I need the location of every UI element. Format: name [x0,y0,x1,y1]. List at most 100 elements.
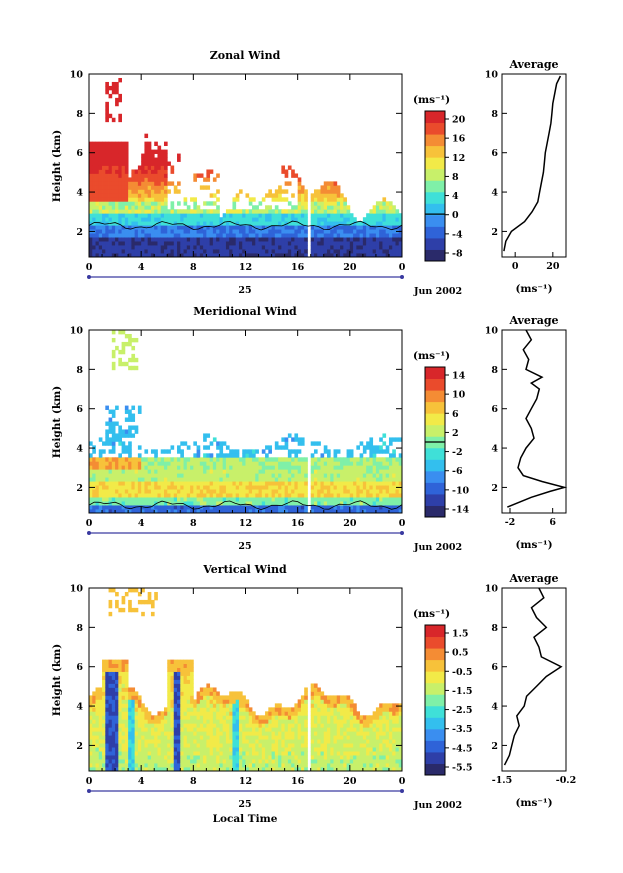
heatmap-cell [177,707,181,712]
heatmap-cell [313,245,318,250]
heatmap-cell [173,671,178,676]
heatmap-cell [118,739,122,744]
heatmap-cell [128,711,132,716]
heatmap-cell [111,153,116,158]
heatmap-cell [287,473,292,478]
heatmap-cell [212,723,217,728]
heatmap-cell [108,695,113,700]
heatmap-cell [134,501,139,506]
heatmap-cell [180,747,184,752]
heatmap-cell [242,473,246,478]
heatmap-cell [313,489,318,494]
heatmap-cell [225,747,230,752]
heatmap-cell [219,755,224,760]
heatmap-cell [147,141,152,147]
heatmap-cell [238,457,243,462]
heatmap-cell [95,735,100,740]
heatmap-cell [232,237,237,242]
heatmap-cell [92,197,96,202]
heatmap-cell [297,731,302,736]
heatmap-cell [141,205,145,210]
heatmap-cell [173,767,178,772]
heatmap-cell [163,469,168,474]
heatmap-cell [203,253,207,258]
heatmap-cell [102,485,106,490]
heatmap-cell [180,699,184,704]
heatmap-cell [274,245,279,250]
heatmap-cell [131,461,136,466]
heatmap-cell [115,763,119,768]
heatmap-cell [196,249,201,254]
heatmap-cell [199,481,204,486]
heatmap-cell [163,221,168,226]
heatmap-cell [199,173,204,178]
heatmap-cell [137,469,142,474]
heatmap-cell [206,465,211,470]
avg-x-tick-label: 6 [549,517,556,528]
heatmap-cell [242,225,246,230]
heatmap-cell [385,221,390,226]
heatmap-cell [398,233,403,238]
heatmap-cell [323,213,328,218]
heatmap-cell [160,711,165,716]
heatmap-cell [271,485,276,490]
heatmap-cell [160,767,165,772]
heatmap-cell [147,735,152,740]
heatmap-cell [98,233,103,238]
heatmap-cell [111,225,116,230]
heatmap-cell [212,707,217,712]
heatmap-cell [89,189,93,194]
heatmap-cell [252,481,256,486]
heatmap-cell [265,481,269,486]
heatmap-cell [92,489,96,494]
heatmap-cell [102,699,106,704]
heatmap-cell [209,505,214,510]
heatmap-cell [190,711,194,716]
heatmap-cell [124,173,129,178]
heatmap-cell [317,711,321,716]
heatmap-cell [190,489,194,494]
heatmap-cell [111,229,116,234]
heatmap-cell [180,481,184,486]
heatmap-cell [245,485,250,490]
heatmap-cell [102,449,106,454]
heatmap-cell [268,719,272,724]
heatmap-cell [284,241,289,246]
heatmap-cell [180,469,184,474]
heatmap-cell [203,213,207,218]
heatmap-cell [102,185,106,190]
heatmap-cell [310,695,315,700]
heatmap-cell [252,505,256,510]
heatmap-cell [304,763,308,768]
heatmap-cell [196,719,201,724]
heatmap-cell [111,699,116,704]
heatmap-cell [330,217,334,222]
heatmap-cell [206,755,211,760]
heatmap-cell [222,469,227,474]
heatmap-cell [196,449,201,454]
heatmap-cell [300,767,305,772]
heatmap-cell [229,739,233,744]
heatmap-cell [147,233,152,238]
heatmap-cell [147,751,152,756]
heatmap-cell [186,245,191,250]
heatmap-cell [131,703,136,708]
heatmap-cell [291,249,295,254]
heatmap-cell [327,469,331,474]
heatmap-cell [300,197,305,202]
heatmap-cell [229,465,233,470]
heatmap-cell [225,703,230,708]
heatmap-cell [89,169,93,174]
heatmap-cell [212,731,217,736]
heatmap-cell [395,237,400,242]
heatmap-cell [157,489,162,494]
heatmap-cell [278,189,282,194]
heatmap-cell [395,253,400,258]
heatmap-cell [297,509,302,514]
heatmap-cell [193,497,197,502]
heatmap-cell [343,485,347,490]
heatmap-cell [98,703,103,708]
heatmap-cell [248,249,253,254]
heatmap-cell [203,493,207,498]
heatmap-cell [327,201,331,206]
